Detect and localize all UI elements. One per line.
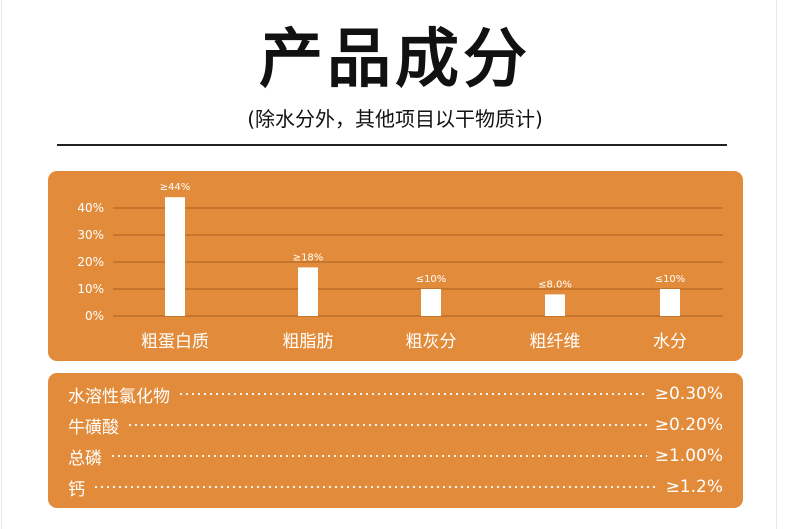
dotted-leader <box>93 486 658 488</box>
nutrient-row: 钙 ≥1.2% <box>68 474 723 500</box>
nutrient-name: 总磷 <box>68 448 102 469</box>
bar <box>545 294 565 316</box>
left-edge-line <box>1 0 2 529</box>
category-label: 粗脂肪 <box>283 332 334 352</box>
nutrient-value: ≥1.2% <box>665 477 723 497</box>
y-tick-label: 20% <box>77 255 104 269</box>
nutrient-name: 牛磺酸 <box>68 417 119 438</box>
divider-line <box>57 144 727 146</box>
nutrient-row: 总磷 ≥1.00% <box>68 443 723 469</box>
bar <box>298 267 318 316</box>
nutrient-value: ≥0.20% <box>654 415 723 435</box>
category-label: 粗蛋白质 <box>141 332 209 352</box>
y-tick-label: 10% <box>77 282 104 296</box>
bar <box>660 289 680 316</box>
chart-card: 0% 10% 20% 30% 40% ≥44% 粗蛋白质 ≥18% 粗脂肪 ≤10% 粗灰分 ≤8.0… <box>48 171 743 361</box>
nutrient-row: 牛磺酸 ≥0.20% <box>68 412 723 438</box>
category-label: 粗灰分 <box>406 332 457 352</box>
bar <box>421 289 441 316</box>
dotted-leader <box>127 424 647 426</box>
bar-chart: 0% 10% 20% 30% 40% ≥44% 粗蛋白质 ≥18% 粗脂肪 ≤10% 粗灰分 ≤8.0… <box>77 182 723 352</box>
data-label: ≤8.0% <box>538 279 572 290</box>
nutrient-card: 水溶性氯化物 ≥0.30% 牛磺酸 ≥0.20% 总磷 ≥1.00% 钙 ≥1.… <box>48 373 743 508</box>
data-label: ≥18% <box>293 252 324 263</box>
category-label: 水分 <box>653 332 687 352</box>
y-tick-label: 40% <box>77 201 104 215</box>
dotted-leader <box>178 393 647 395</box>
category-label: 粗纤维 <box>530 332 581 352</box>
data-label: ≤10% <box>416 274 447 285</box>
dotted-leader <box>110 455 647 457</box>
y-tick-label: 30% <box>77 228 104 242</box>
nutrient-name: 水溶性氯化物 <box>68 386 170 407</box>
nutrient-value: ≥0.30% <box>654 384 723 404</box>
nutrient-row: 水溶性氯化物 ≥0.30% <box>68 381 723 407</box>
nutrient-value: ≥1.00% <box>654 446 723 466</box>
nutrient-name: 钙 <box>68 479 85 500</box>
page-title: 产品成分 <box>259 23 531 97</box>
data-label: ≤10% <box>655 274 686 285</box>
page-subtitle: (除水分外，其他项目以干物质计) <box>247 107 543 131</box>
data-label: ≥44% <box>160 182 191 193</box>
bar <box>165 197 185 316</box>
y-tick-label: 0% <box>85 309 104 323</box>
right-edge-line <box>776 0 777 529</box>
